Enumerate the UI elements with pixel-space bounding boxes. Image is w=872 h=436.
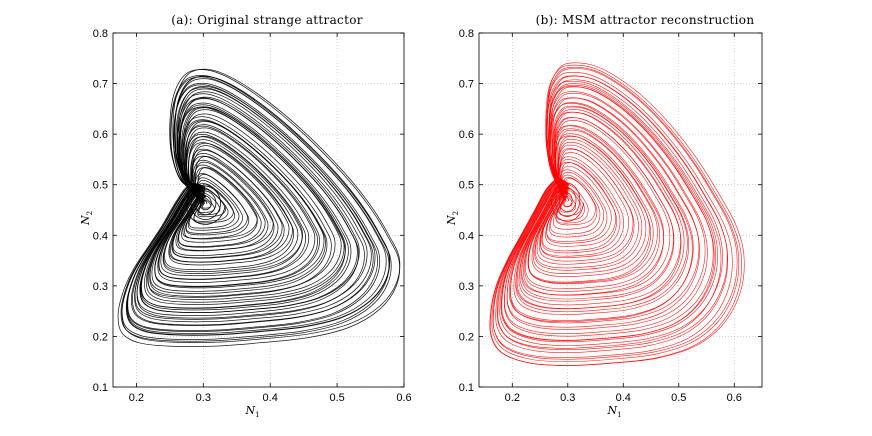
attractor-orbit-line bbox=[168, 142, 293, 266]
y-tick-label: 0.6 bbox=[93, 129, 108, 141]
attractor-orbit-line bbox=[177, 156, 274, 251]
y-tick-label: 0.2 bbox=[459, 331, 474, 343]
attractor-orbit-line bbox=[540, 152, 629, 259]
attractor-orbit-line bbox=[147, 109, 342, 300]
x-tick-label: 0.3 bbox=[560, 392, 575, 404]
attractor-orbit-line bbox=[187, 179, 240, 231]
attractor-orbit-line bbox=[528, 129, 658, 285]
x-tick-label: 0.5 bbox=[329, 392, 344, 404]
attractor-orbit-line bbox=[489, 64, 742, 366]
panel-a: (a): Original strange attractor 0.2 0.3 0.… bbox=[79, 13, 412, 419]
attractor-orbit-line bbox=[545, 162, 617, 247]
attractor-orbit-line bbox=[550, 174, 601, 235]
panel-b-ylabel: N2 bbox=[445, 211, 460, 226]
attractor-orbit-line bbox=[510, 97, 700, 324]
attractor-orbit-line bbox=[145, 107, 345, 303]
y-tick-label: 0.3 bbox=[93, 281, 108, 293]
panel-b-axes-frame bbox=[478, 32, 763, 388]
attractor-orbit-line bbox=[556, 178, 596, 226]
attractor-orbit-line bbox=[546, 165, 612, 244]
attractor-orbit-line bbox=[499, 79, 723, 346]
attractor-orbit-line bbox=[170, 145, 290, 263]
attractor-orbit-line bbox=[117, 69, 401, 347]
attractor-orbit-line bbox=[538, 148, 634, 262]
attractor-orbit-line bbox=[497, 75, 728, 350]
attractor-orbit-line bbox=[144, 106, 346, 305]
y-tick-label: 0.4 bbox=[93, 230, 108, 242]
attractor-orbit-line bbox=[136, 91, 368, 319]
x-tick-label: 0.4 bbox=[263, 392, 278, 404]
attractor-orbit-line bbox=[527, 133, 654, 284]
y-tick-label: 0.1 bbox=[93, 382, 108, 394]
panel-b-title: (b): MSM attractor reconstruction bbox=[536, 13, 755, 27]
x-tick-label: 0.6 bbox=[727, 392, 742, 404]
attractor-orbit-line bbox=[531, 136, 650, 277]
y-tick-label: 0.5 bbox=[93, 180, 108, 192]
attractor-orbit-line bbox=[518, 111, 681, 306]
attractor-orbit-line bbox=[121, 68, 401, 343]
attractor-orbit-line bbox=[172, 150, 283, 259]
x-tick-label: 0.4 bbox=[616, 392, 631, 404]
y-tick-label: 0.1 bbox=[459, 382, 474, 394]
panel-b: (b): MSM attractor reconstruction 0.2 0.3… bbox=[445, 13, 763, 419]
x-tick-label: 0.6 bbox=[396, 392, 411, 404]
attractor-orbit-line bbox=[492, 68, 738, 360]
attractor-orbit-line bbox=[154, 121, 325, 289]
attractor-orbit-line bbox=[516, 109, 685, 309]
x-tick-label: 0.2 bbox=[129, 392, 144, 404]
panel-b-xlabel: N1 bbox=[606, 404, 621, 419]
attractor-orbit-line bbox=[503, 86, 714, 337]
panel-a-axes-frame bbox=[112, 32, 405, 388]
attractor-orbit-line bbox=[532, 138, 647, 274]
x-tick-label: 0.5 bbox=[671, 392, 686, 404]
attractor-orbit-line bbox=[193, 183, 234, 224]
attractor-orbit-line bbox=[549, 171, 605, 238]
y-tick-label: 0.5 bbox=[459, 180, 474, 192]
attractor-orbit-line bbox=[491, 66, 740, 363]
attractor-center-spiral bbox=[551, 182, 584, 222]
attractor-orbit-line bbox=[521, 125, 664, 296]
panel-a-title: (a): Original strange attractor bbox=[171, 13, 363, 27]
y-tick-label: 0.7 bbox=[93, 79, 108, 91]
panel-a-ylabel: N2 bbox=[79, 211, 94, 226]
x-tick-label: 0.3 bbox=[196, 392, 211, 404]
y-tick-label: 0.8 bbox=[93, 28, 108, 40]
y-tick-label: 0.3 bbox=[459, 281, 474, 293]
attractor-orbit-line bbox=[139, 96, 360, 313]
attractor-orbit-line bbox=[184, 167, 258, 240]
attractor-orbit-line bbox=[151, 120, 326, 292]
y-tick-label: 0.2 bbox=[93, 331, 108, 343]
attractor-orbit-line bbox=[500, 83, 718, 343]
attractor-orbit-line bbox=[553, 177, 598, 230]
attractor-orbit-line bbox=[513, 105, 689, 315]
attractor-orbit-line bbox=[523, 120, 671, 296]
attractor-orbit-line bbox=[515, 106, 688, 313]
attractor-orbit-line bbox=[534, 142, 643, 271]
x-tick-label: 0.2 bbox=[505, 392, 520, 404]
attractor-orbit-line bbox=[134, 88, 372, 323]
attractor-orbit-line bbox=[506, 92, 706, 330]
attractor-orbit-line bbox=[489, 62, 745, 366]
panel-a-xlabel: N1 bbox=[244, 404, 259, 419]
attractor-orbit-line bbox=[521, 117, 674, 300]
attractor-orbit-line bbox=[536, 148, 635, 265]
attractor-orbit-line bbox=[125, 75, 391, 336]
attractor-orbit-line bbox=[495, 75, 728, 353]
y-tick-label: 0.4 bbox=[459, 230, 474, 242]
y-tick-label: 0.8 bbox=[459, 28, 474, 40]
attractor-orbit-line bbox=[181, 167, 258, 243]
attractor-orbit-line bbox=[162, 135, 303, 274]
attractor-center-spiral bbox=[186, 185, 226, 225]
attractor-orbit-line bbox=[132, 85, 376, 326]
y-tick-label: 0.7 bbox=[459, 79, 474, 91]
attractor-orbit-line bbox=[120, 74, 392, 342]
attractor-orbit-line bbox=[197, 189, 226, 218]
attractor-orbit-line bbox=[160, 136, 303, 277]
y-tick-label: 0.6 bbox=[459, 129, 474, 141]
attractor-orbit-line bbox=[509, 103, 693, 323]
attractor-orbit-line bbox=[157, 127, 316, 283]
